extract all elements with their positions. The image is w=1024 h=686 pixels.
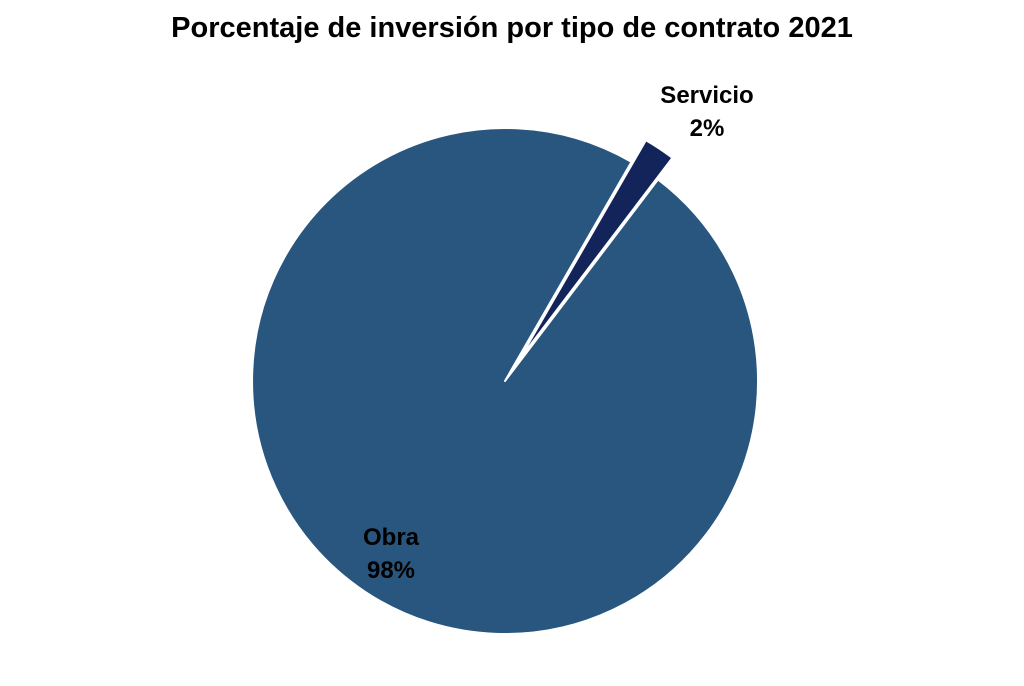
chart-title: Porcentaje de inversión por tipo de cont…	[171, 12, 853, 44]
slice-label-servicio-value: 2%	[689, 115, 725, 142]
slice-label-obra-name: Obra	[362, 524, 420, 551]
slice-label-obra-value: 98%	[366, 557, 416, 584]
slice-label-obra: Obra 98%	[363, 521, 419, 587]
pie-slice-servicio	[518, 139, 674, 361]
slice-label-servicio: Servicio 2%	[660, 79, 753, 145]
slice-label-servicio-name: Servicio	[660, 82, 754, 109]
pie-slice-obra	[251, 127, 760, 636]
